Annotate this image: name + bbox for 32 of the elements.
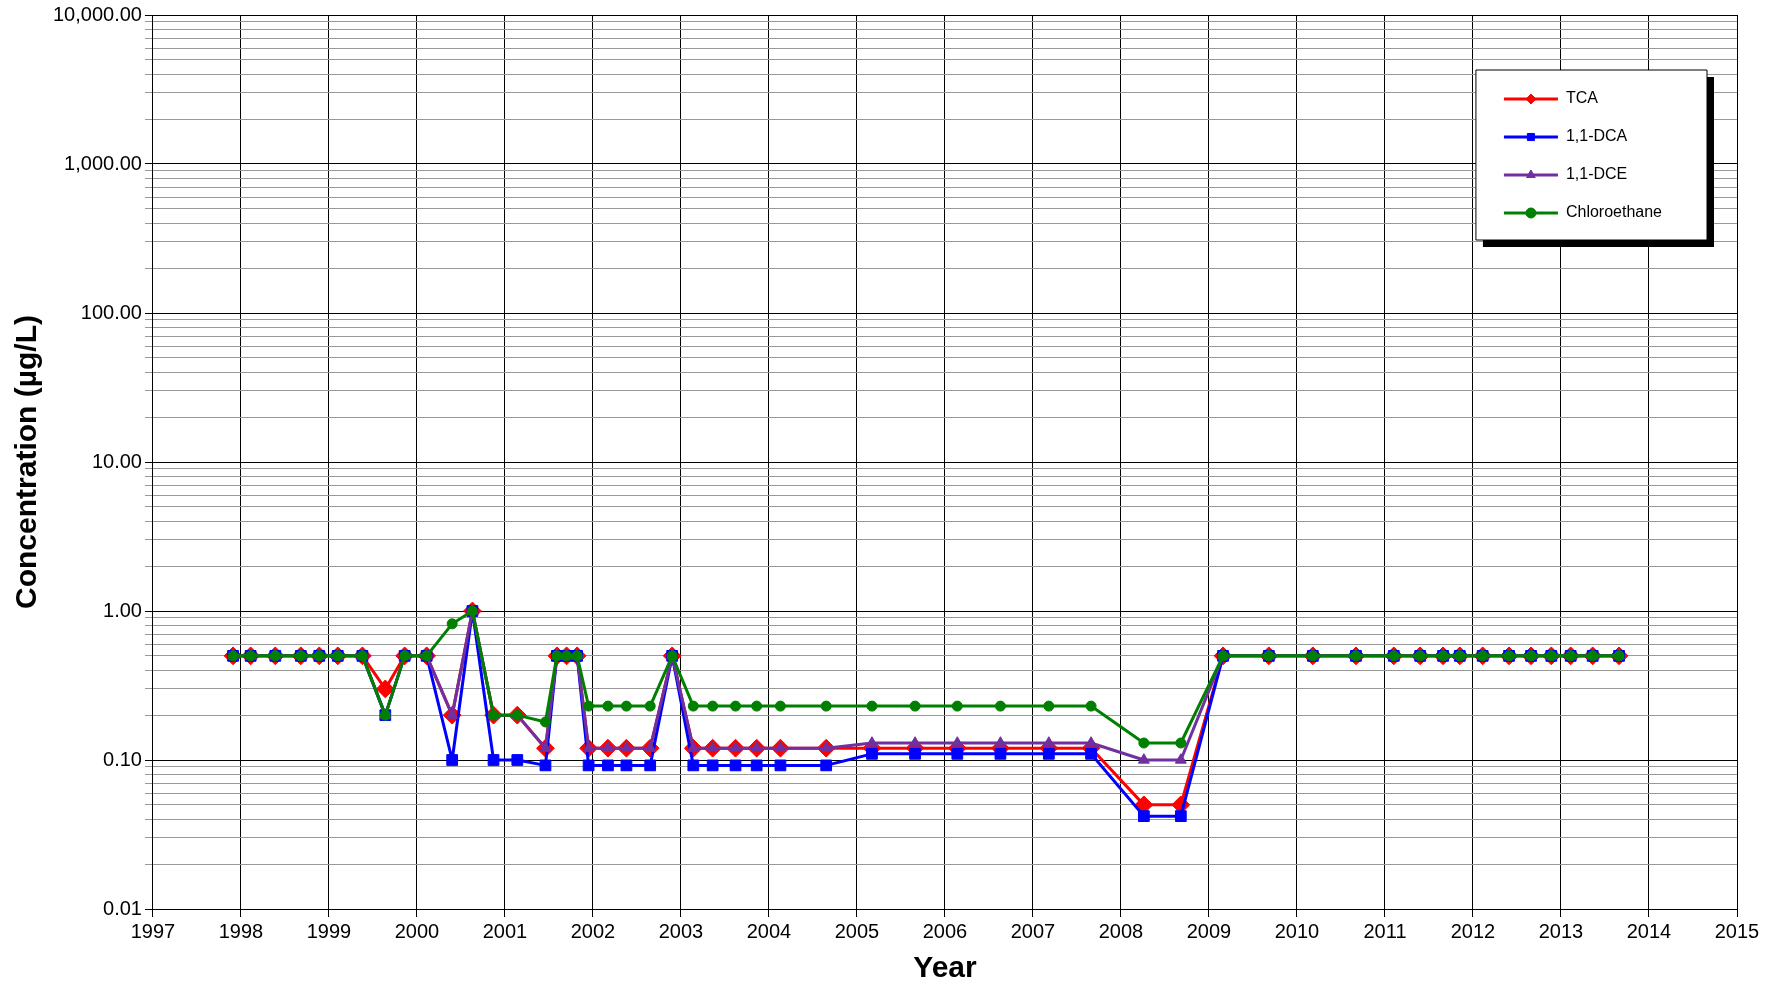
legend-label: 1,1-DCE bbox=[1565, 165, 1628, 183]
x-tick-label: 2015 bbox=[1714, 919, 1760, 942]
legend-label: Chloroethane bbox=[1565, 203, 1663, 221]
legend-label: 1,1-DCA bbox=[1565, 127, 1628, 145]
x-tick-label: 2013 bbox=[1538, 919, 1584, 942]
y-tick-label: 0.10 bbox=[103, 747, 142, 770]
y-tick-label: 10,000.00 bbox=[52, 2, 142, 25]
x-tick-label: 1999 bbox=[306, 919, 352, 942]
x-tick-label: 2005 bbox=[834, 919, 880, 942]
x-tick-label: 2010 bbox=[1274, 919, 1320, 942]
y-tick-label: 100.00 bbox=[80, 300, 142, 323]
x-tick-label: 2004 bbox=[746, 919, 792, 942]
x-axis-title: Year bbox=[913, 950, 978, 984]
y-tick-label: 1.00 bbox=[103, 598, 142, 621]
x-tick-label: 2014 bbox=[1626, 919, 1672, 942]
x-tick-label: 2003 bbox=[658, 919, 704, 942]
x-tick-label: 2006 bbox=[922, 919, 968, 942]
x-tick-label: 2000 bbox=[394, 919, 440, 942]
x-tick-label: 1997 bbox=[130, 919, 176, 942]
x-tick-label: 2009 bbox=[1186, 919, 1232, 942]
x-tick-label: 2008 bbox=[1098, 919, 1144, 942]
x-tick-label: 2007 bbox=[1010, 919, 1056, 942]
x-tick-label: 2011 bbox=[1363, 919, 1407, 942]
x-tick-label: 2012 bbox=[1450, 919, 1496, 942]
legend-label: TCA bbox=[1565, 89, 1599, 107]
y-tick-label: 10.00 bbox=[91, 449, 142, 472]
y-tick-label: 0.01 bbox=[103, 896, 142, 919]
x-tick-label: 2002 bbox=[570, 919, 616, 942]
x-tick-label: 1998 bbox=[218, 919, 264, 942]
y-axis-title: Concentration (µg/L) bbox=[9, 315, 43, 609]
y-tick-label: 1,000.00 bbox=[64, 151, 142, 174]
x-tick-label: 2001 bbox=[482, 919, 528, 942]
